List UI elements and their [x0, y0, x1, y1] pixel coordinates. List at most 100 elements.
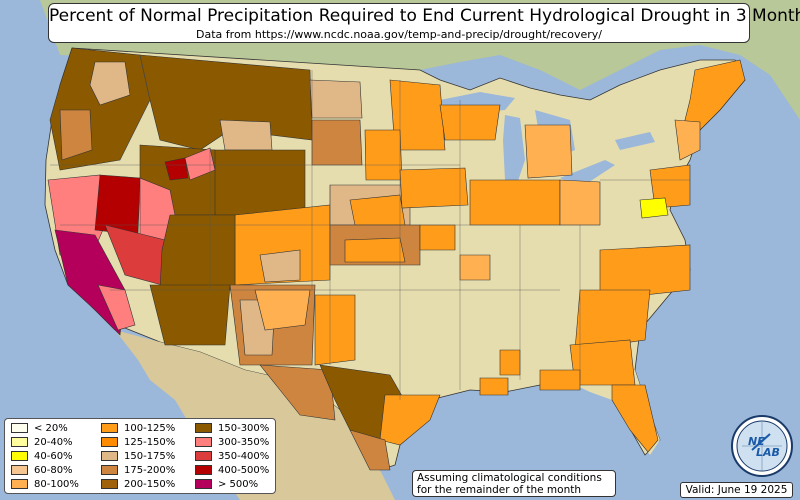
region-al-coast	[539, 369, 581, 391]
valid-date: Valid: June 19 2025	[680, 482, 793, 498]
region-pnw-mid	[59, 109, 93, 161]
region-socal-pink	[97, 284, 136, 331]
legend-item: 350-400%	[195, 449, 269, 463]
legend-label: 125-150%	[124, 436, 176, 448]
legend-label: 40-60%	[34, 450, 73, 462]
region-sd	[311, 119, 363, 166]
legend-label: 20-40%	[34, 436, 73, 448]
legend-swatch	[11, 423, 28, 433]
legend-item: 125-150%	[101, 435, 175, 449]
legend-swatch	[11, 465, 28, 475]
legend-swatch	[101, 465, 118, 475]
legend-swatch	[195, 437, 212, 447]
legend-swatch	[195, 451, 212, 461]
legend-label: 200-150%	[124, 478, 176, 490]
region-ar-tn	[459, 254, 491, 281]
region-socal-magenta	[54, 229, 126, 336]
legend-swatch	[11, 437, 28, 447]
region-nm-orange	[254, 289, 311, 331]
region-la	[499, 349, 521, 376]
legend: < 20% 20-40% 40-60% 60-80% 80-100% 100-1…	[4, 418, 276, 494]
region-wi	[439, 104, 501, 141]
legend-item: 175-200%	[101, 463, 175, 477]
region-wyoming	[209, 149, 306, 216]
legend-item: 60-80%	[11, 463, 73, 477]
legend-label: 150-300%	[218, 422, 270, 434]
region-utah-red	[164, 157, 189, 181]
legend-item: 20-40%	[11, 435, 73, 449]
region-arizona	[159, 214, 236, 291]
logo-text-bottom: LAB	[756, 446, 780, 459]
region-fl	[611, 384, 659, 453]
legend-label: < 20%	[34, 422, 68, 434]
region-tx-panhandle	[314, 294, 356, 366]
page-title: Percent of Normal Precipitation Required…	[49, 6, 800, 26]
legend-label: 350-400%	[218, 450, 270, 462]
assumption-note: Assuming climatological conditions for t…	[412, 470, 616, 497]
data-source: Data from https://www.ncdc.noaa.gov/temp…	[196, 28, 602, 41]
region-nd	[309, 79, 363, 119]
legend-swatch	[101, 423, 118, 433]
logo-text-top: NE	[748, 435, 765, 448]
region-tx-coast	[379, 394, 441, 446]
legend-item: 40-60%	[11, 449, 73, 463]
region-nv-darkred	[94, 174, 141, 236]
legend-item: 400-500%	[195, 463, 269, 477]
logo-slash	[751, 433, 771, 451]
legend-swatch	[11, 479, 28, 489]
legend-swatch	[101, 437, 118, 447]
legend-item: 300-350%	[195, 435, 269, 449]
region-mn	[389, 79, 446, 151]
region-sc-ga	[574, 289, 651, 351]
legend-item: 80-100%	[11, 477, 79, 491]
logo-grid	[742, 422, 782, 470]
legend-item: 150-175%	[101, 449, 175, 463]
region-tx-west	[259, 364, 336, 421]
region-pnw-light	[89, 61, 131, 106]
legend-item: 100-125%	[101, 421, 175, 435]
region-pa-nj	[649, 164, 691, 209]
legend-label: 300-350%	[218, 436, 270, 448]
title-box: Percent of Normal Precipitation Required…	[48, 3, 800, 43]
region-oh	[559, 179, 601, 226]
region-il-in	[469, 179, 561, 226]
legend-swatch	[101, 479, 118, 489]
region-mo	[419, 224, 456, 251]
legend-label: 60-80%	[34, 464, 73, 476]
lake-michigan	[503, 115, 525, 190]
region-co-light	[259, 249, 301, 283]
legend-label: > 500%	[218, 478, 259, 490]
legend-label: 175-200%	[124, 464, 176, 476]
note-line-2: for the remainder of the month	[417, 484, 582, 496]
mexico-land	[115, 330, 395, 500]
region-mi	[524, 124, 573, 179]
region-tx-south	[349, 429, 391, 471]
legend-swatch	[195, 423, 212, 433]
region-ks-orange	[344, 237, 406, 263]
region-ms-coast	[479, 377, 509, 396]
region-ny	[674, 119, 701, 161]
region-montana-light	[219, 119, 273, 151]
region-ne-coast	[679, 59, 746, 141]
legend-swatch	[195, 465, 212, 475]
legend-item: 200-150%	[101, 477, 175, 491]
drought-regions	[47, 47, 746, 471]
region-md-yellow	[639, 197, 669, 219]
legend-label: 400-500%	[218, 464, 270, 476]
state-borders	[50, 54, 690, 400]
lake-ontario	[615, 132, 655, 150]
legend-item: < 20%	[11, 421, 68, 435]
region-mn2	[364, 129, 403, 181]
legend-swatch	[101, 451, 118, 461]
legend-swatch	[11, 451, 28, 461]
legend-label: 150-175%	[124, 450, 176, 462]
region-ia	[399, 167, 469, 209]
region-az-south	[149, 284, 231, 346]
region-va-nc	[599, 244, 691, 301]
legend-item: > 500%	[195, 477, 258, 491]
legend-label: 80-100%	[34, 478, 79, 490]
region-ne-orange	[349, 194, 406, 226]
legend-swatch	[195, 479, 212, 489]
note-line-1: Assuming climatological conditions	[417, 472, 602, 484]
